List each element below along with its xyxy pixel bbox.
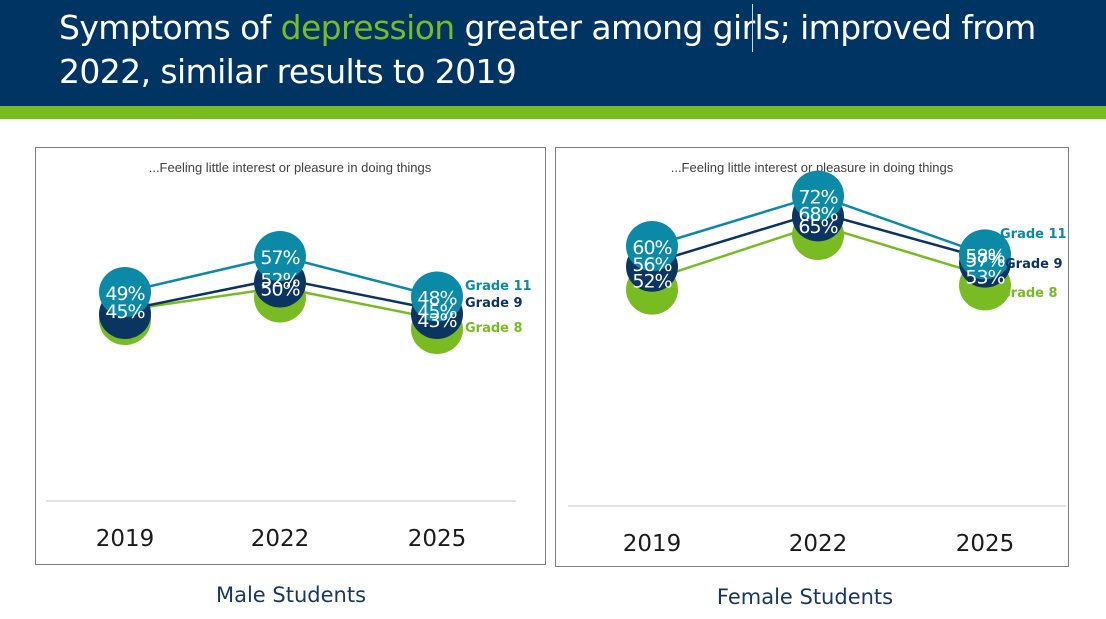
data-label: 48% [417, 288, 456, 310]
data-label: 56% [632, 254, 671, 276]
data-label: 45% [417, 301, 456, 323]
data-label: 52% [260, 270, 299, 292]
data-label: 58% [965, 245, 1004, 267]
accent-bar [0, 106, 1106, 119]
title-text-before: Symptoms of [59, 8, 281, 47]
title-banner: Symptoms of depression greater among gir… [0, 0, 1106, 106]
data-point-grade-11 [254, 231, 306, 281]
data-label: 49% [105, 283, 144, 305]
x-tick-label: 2022 [789, 531, 848, 557]
slide-title: Symptoms of depression greater among gir… [59, 6, 1099, 94]
chart-subtitle: ...Feeling little interest or pleasure i… [149, 160, 432, 175]
data-label: 53% [965, 266, 1004, 288]
legend-label-grade-11: Grade 11 [465, 279, 532, 294]
x-tick-label: 2025 [408, 526, 467, 552]
data-label: 60% [632, 237, 671, 259]
title-text-after: greater among girls; improved from 2022,… [59, 8, 1036, 91]
text-cursor [752, 4, 753, 52]
data-label: 72% [798, 187, 837, 209]
data-point-grade-11 [959, 229, 1011, 280]
data-label: 65% [798, 216, 837, 238]
legend-label-grade-9: Grade 9 [1005, 257, 1063, 272]
data-point-grade-11 [792, 170, 844, 221]
data-label: 57% [260, 247, 299, 269]
x-tick-label: 2022 [251, 526, 310, 552]
legend-label-grade-8: Grade 8 [465, 321, 523, 336]
x-tick-label: 2019 [623, 531, 682, 557]
female-caption: Female Students [716, 585, 894, 609]
chart-subtitle: ...Feeling little interest or pleasure i… [671, 160, 954, 175]
data-label: 52% [632, 271, 671, 293]
data-point-grade-11 [411, 271, 463, 322]
legend-label-grade-11: Grade 11 [1000, 227, 1067, 242]
data-point-grade-11 [99, 267, 151, 317]
title-highlight: depression [280, 8, 456, 47]
data-point-grade-11 [626, 221, 678, 271]
legend-label-grade-8: Grade 8 [1000, 286, 1058, 301]
data-label: 50% [260, 279, 299, 301]
male-caption: Male Students [215, 583, 367, 607]
x-tick-label: 2019 [96, 526, 155, 552]
data-label: 45% [105, 301, 144, 323]
data-label: 57% [965, 250, 1004, 272]
legend-label-grade-9: Grade 9 [465, 296, 523, 311]
data-label: 43% [417, 310, 456, 332]
male-chart-panel [35, 147, 546, 565]
x-tick-label: 2025 [956, 531, 1015, 557]
data-label: 68% [798, 203, 837, 225]
